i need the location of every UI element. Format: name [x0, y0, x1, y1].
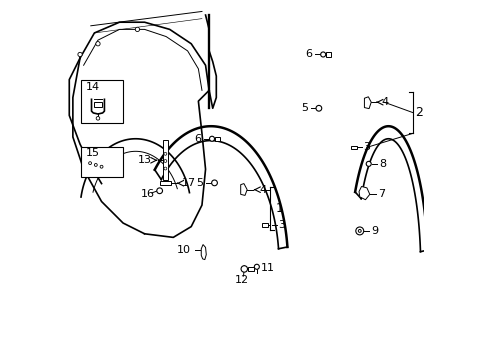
- Text: 6: 6: [194, 134, 201, 144]
- Circle shape: [316, 105, 322, 111]
- Circle shape: [89, 162, 92, 165]
- Circle shape: [212, 180, 218, 186]
- Text: 3: 3: [364, 142, 370, 152]
- Circle shape: [210, 136, 215, 141]
- Text: 5: 5: [301, 103, 309, 113]
- Circle shape: [96, 117, 100, 120]
- Circle shape: [356, 227, 364, 235]
- Circle shape: [164, 167, 167, 170]
- FancyBboxPatch shape: [326, 52, 331, 57]
- Text: 2: 2: [415, 106, 423, 119]
- FancyBboxPatch shape: [94, 102, 102, 107]
- Circle shape: [78, 52, 82, 57]
- Circle shape: [96, 41, 100, 46]
- Circle shape: [254, 264, 259, 269]
- Text: 3: 3: [278, 220, 285, 230]
- Polygon shape: [163, 140, 168, 180]
- Polygon shape: [365, 97, 371, 109]
- FancyBboxPatch shape: [81, 147, 123, 177]
- Circle shape: [95, 163, 97, 166]
- Text: 10: 10: [176, 245, 191, 255]
- Text: 9: 9: [371, 226, 378, 236]
- Circle shape: [164, 152, 167, 155]
- Polygon shape: [201, 244, 206, 260]
- Text: 5: 5: [196, 178, 203, 188]
- Text: 4: 4: [259, 185, 267, 195]
- Text: 13: 13: [138, 155, 152, 165]
- FancyBboxPatch shape: [351, 145, 357, 149]
- Text: 15: 15: [86, 148, 100, 158]
- Circle shape: [135, 27, 140, 32]
- Circle shape: [100, 165, 103, 168]
- Text: 6: 6: [305, 49, 313, 59]
- Circle shape: [366, 161, 371, 166]
- Text: 7: 7: [378, 189, 386, 199]
- Polygon shape: [241, 184, 247, 195]
- Text: 1: 1: [276, 202, 284, 215]
- Text: 17: 17: [182, 178, 196, 188]
- Text: 8: 8: [379, 159, 386, 169]
- Circle shape: [320, 52, 326, 57]
- Polygon shape: [359, 186, 370, 200]
- Text: 14: 14: [86, 82, 100, 92]
- Text: 11: 11: [261, 263, 275, 273]
- Circle shape: [164, 159, 167, 162]
- FancyBboxPatch shape: [160, 181, 171, 185]
- Circle shape: [358, 229, 361, 232]
- FancyBboxPatch shape: [81, 80, 123, 123]
- FancyBboxPatch shape: [248, 267, 254, 271]
- FancyBboxPatch shape: [215, 136, 220, 141]
- Text: 12: 12: [235, 275, 249, 285]
- Circle shape: [241, 266, 247, 272]
- Circle shape: [157, 188, 163, 194]
- Text: 4: 4: [381, 97, 389, 107]
- Text: 16: 16: [141, 189, 154, 199]
- FancyBboxPatch shape: [262, 224, 268, 226]
